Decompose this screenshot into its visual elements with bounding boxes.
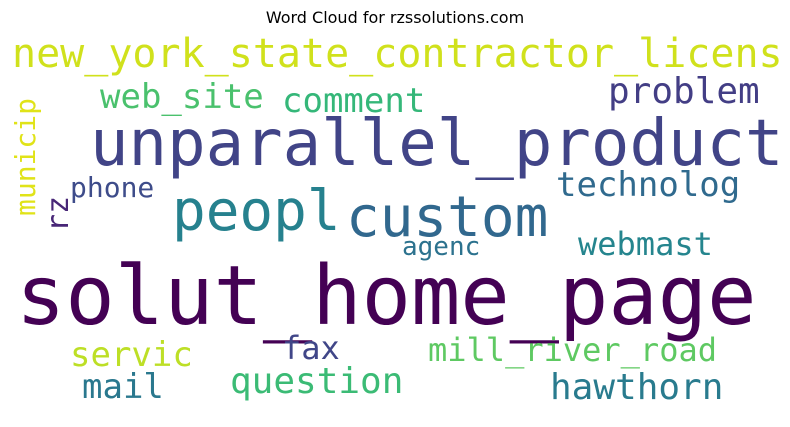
- word-fax: fax: [282, 329, 340, 367]
- word-comment: comment: [282, 81, 426, 121]
- word-agenc: agenc: [402, 232, 481, 262]
- word-rz: rz: [41, 195, 76, 232]
- word-mail: mail: [82, 367, 164, 407]
- word-problem: problem: [608, 71, 760, 112]
- word-unparallel-product: unparallel_product: [90, 107, 784, 181]
- word-municip: municip: [9, 97, 42, 216]
- word-hawthorn: hawthorn: [550, 367, 724, 408]
- word-phone: phone: [70, 171, 155, 204]
- word-webmast: webmast: [578, 225, 713, 263]
- word-web-site: web_site: [100, 77, 264, 117]
- figure-title: Word Cloud for rzssolutions.com: [265, 8, 525, 27]
- word-solut-home-page: solut_home_page: [16, 249, 757, 344]
- word-technolog: technolog: [556, 165, 741, 205]
- word-mill-river-road: mill_river_road: [428, 331, 717, 369]
- word-new-york-state-contractor-licens: new_york_state_contractor_licens: [12, 31, 783, 77]
- word-peopl: peopl: [172, 179, 341, 244]
- word-custom: custom: [346, 185, 549, 250]
- word-servic: servic: [70, 335, 193, 375]
- word-question: question: [230, 361, 404, 402]
